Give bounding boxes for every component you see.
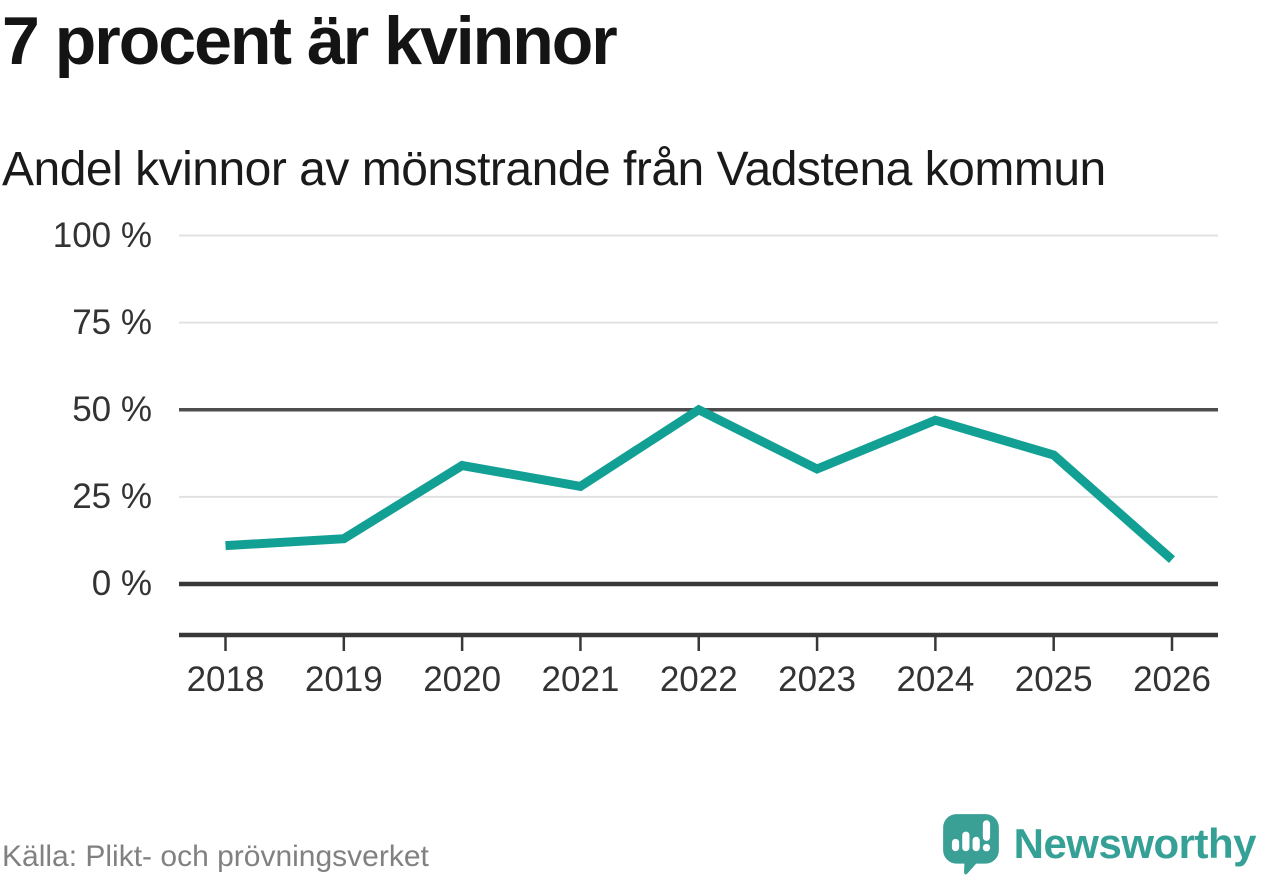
- exclamation-bar: [982, 820, 990, 841]
- x-axis-tick-label: 2023: [778, 660, 856, 699]
- x-axis-tick-label: 2019: [304, 660, 383, 699]
- chart-title: 7 procent är kvinnor: [2, 3, 618, 79]
- x-axis-tick-label: 2025: [1014, 660, 1093, 699]
- newsworthy-logo-icon: [942, 814, 999, 875]
- x-axis-tick-label: 2021: [541, 660, 620, 699]
- data-series-line: [225, 404, 1175, 563]
- x-axis-tick-label: 2022: [659, 660, 738, 699]
- x-axis-tick-label: 2026: [1133, 660, 1211, 699]
- y-axis-tick-label: 50 %: [72, 389, 152, 429]
- y-axis-tick-label: 75 %: [72, 302, 152, 342]
- x-axis-tick-label: 2018: [186, 660, 265, 699]
- speech-bubble-shape: [942, 814, 999, 875]
- y-axis-tick-label: 25 %: [72, 476, 152, 516]
- brand-logo: Newsworthy: [939, 812, 1257, 876]
- exclamation-dot: [982, 843, 990, 852]
- y-axis-tick-label: 100 %: [52, 215, 152, 255]
- x-axis-tick-label: 2020: [423, 660, 502, 699]
- brand-name: Newsworthy: [1013, 820, 1257, 867]
- bar-chart-glyph: [951, 820, 990, 852]
- chart-subtitle: Andel kvinnor av mönstrande från Vadsten…: [2, 143, 1106, 196]
- source-caption: Källa: Plikt- och prövningsverket: [2, 840, 429, 873]
- y-axis-tick-label: 0 %: [91, 564, 152, 603]
- x-axis-tick-label: 2024: [896, 660, 975, 699]
